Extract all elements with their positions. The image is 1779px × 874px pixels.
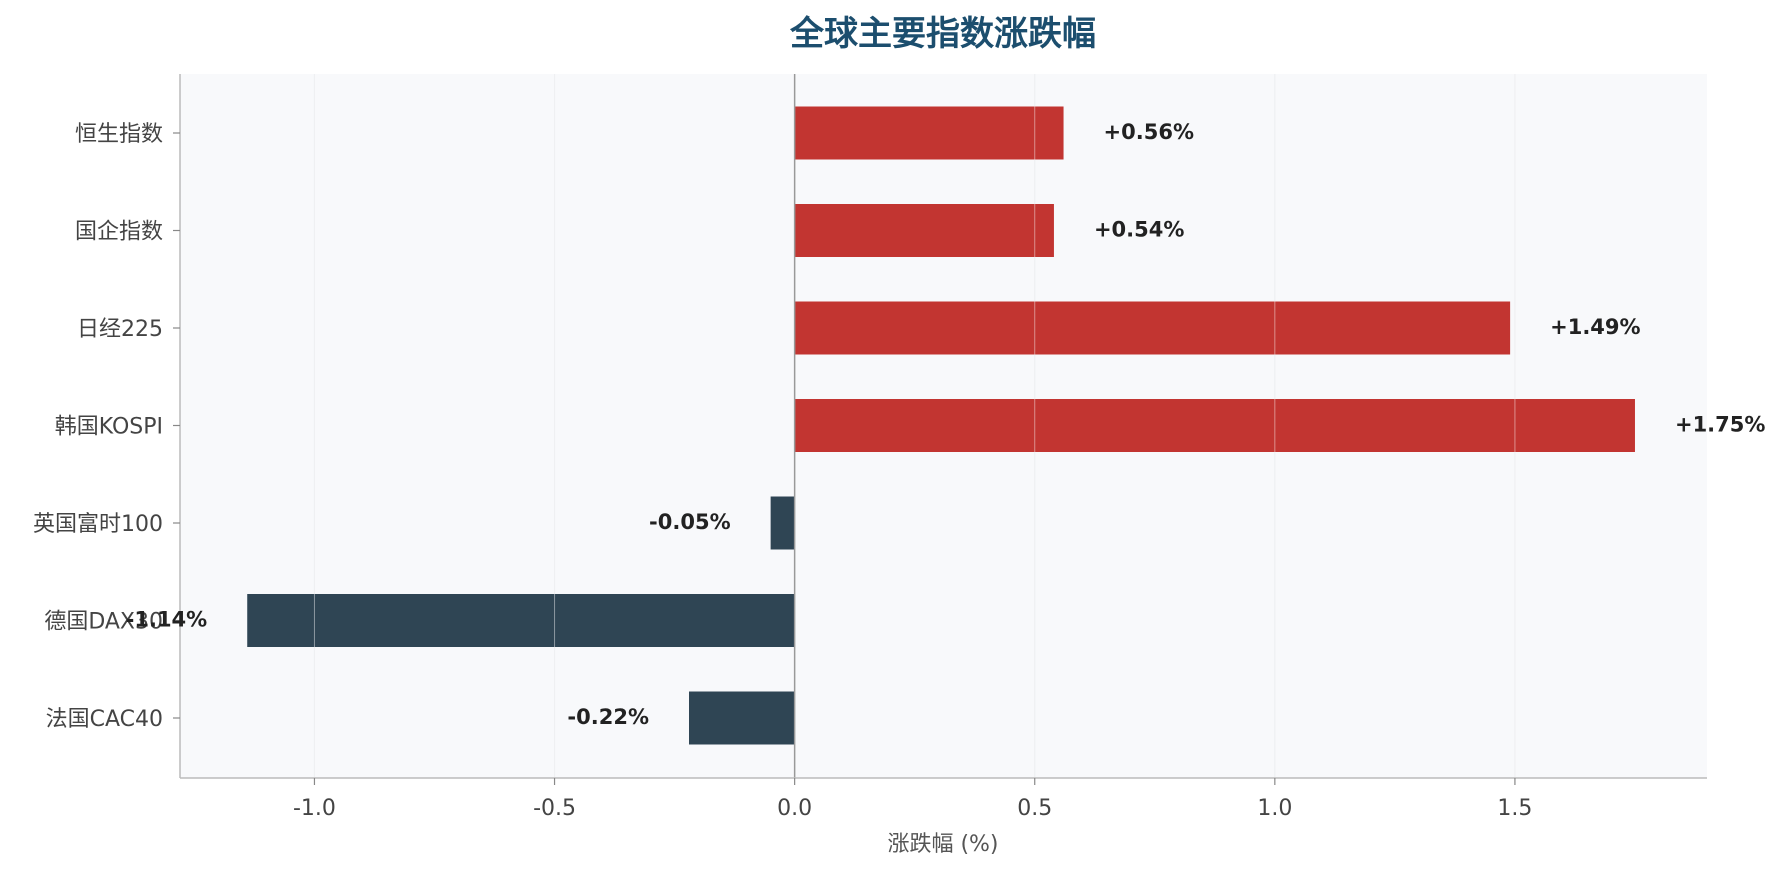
x-tick-label: 0.5	[1017, 796, 1052, 821]
grid-overlay	[313, 74, 1516, 778]
x-axis-title: 涨跌幅 (%)	[887, 832, 998, 857]
bars	[247, 106, 1635, 745]
value-labels: +0.56% +0.54% +1.49% +1.75% -0.05% -1.14% -0.2…	[126, 120, 1766, 729]
value-label: -1.14%	[126, 608, 208, 632]
category-label: 法国CAC40	[46, 707, 163, 732]
value-label: +1.75%	[1675, 413, 1765, 437]
bar	[770, 496, 795, 550]
category-label: 日经225	[77, 317, 163, 342]
bar	[794, 204, 1054, 257]
value-label: +1.49%	[1550, 315, 1640, 339]
value-label: +0.54%	[1094, 218, 1184, 242]
value-label: +0.56%	[1104, 120, 1194, 144]
category-label: 恒生指数	[75, 122, 163, 147]
value-label: -0.05%	[649, 510, 731, 534]
x-tick-label: 1.0	[1257, 796, 1292, 821]
bar	[794, 399, 1635, 452]
category-label: 韩国KOSPI	[55, 415, 163, 440]
x-tick-label: -0.5	[533, 796, 576, 821]
category-label: 国企指数	[75, 220, 163, 245]
x-tick-label: 1.5	[1497, 796, 1532, 821]
x-axis-ticks: -1.0 -0.5 0.0 0.5 1.0 1.5	[293, 778, 1532, 821]
bar	[247, 594, 795, 647]
bar	[794, 301, 1511, 355]
x-tick-label: -1.0	[293, 796, 336, 821]
bar	[794, 106, 1064, 160]
chart-title: 全球主要指数涨跌幅	[789, 14, 1096, 54]
category-label: 英国富时100	[33, 512, 163, 537]
bar	[689, 691, 795, 745]
x-tick-label: 0.0	[777, 796, 812, 821]
category-label: 德国DAX30	[44, 610, 163, 635]
value-label: -0.22%	[567, 705, 649, 729]
